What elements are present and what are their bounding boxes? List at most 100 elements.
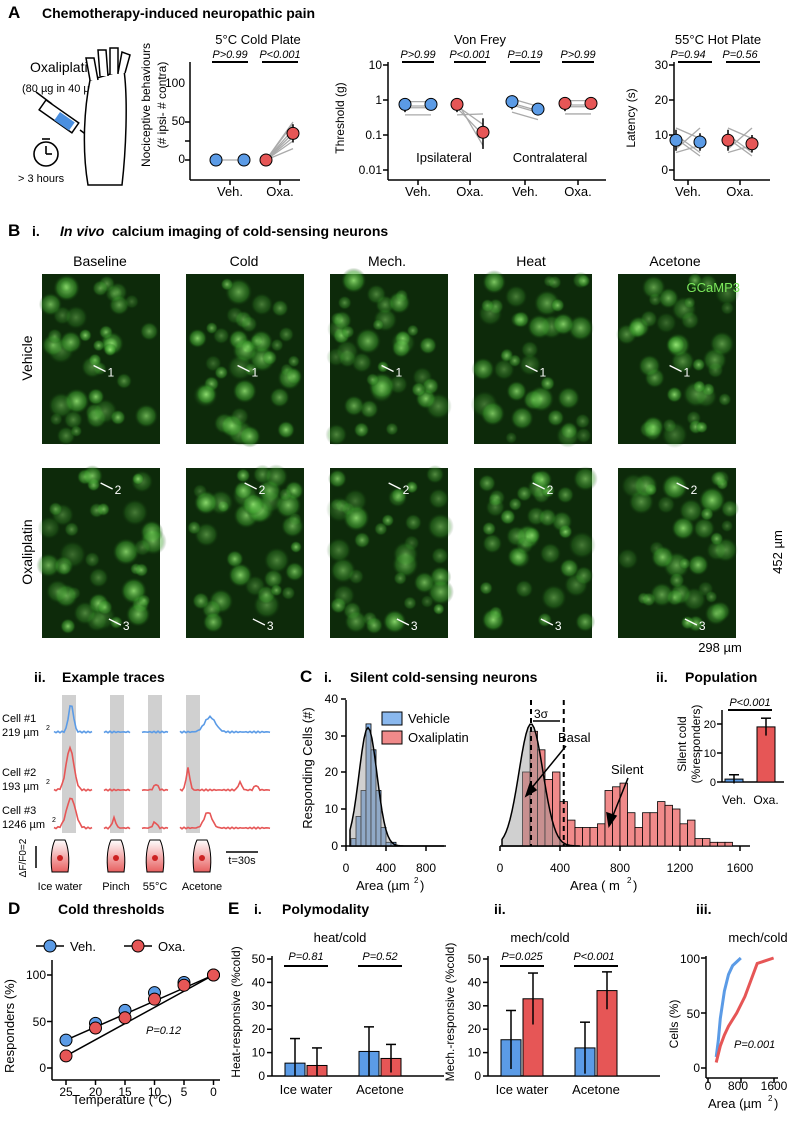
cell-number-label: 2 xyxy=(547,483,554,497)
neuron-blob xyxy=(556,486,575,504)
gaussian-fit-oxaliplatin xyxy=(501,723,581,847)
hot-plate-ytick: 20 xyxy=(655,93,669,107)
neuron-blob xyxy=(666,386,683,403)
histogram-bar-oxaliplatin xyxy=(709,841,718,847)
neuron-blob xyxy=(88,567,109,588)
neuron-blob xyxy=(683,296,696,309)
cdf-lines xyxy=(714,956,775,1063)
heat-responsive-pvalue: P=0.81 xyxy=(288,951,323,963)
cold-threshold-points xyxy=(59,968,220,1063)
neuron-blob xyxy=(104,284,124,303)
neuron-blob xyxy=(59,279,73,293)
trace-cell-1 xyxy=(179,715,271,734)
neuron-blob xyxy=(131,472,145,486)
neuron-blob xyxy=(704,601,728,626)
neuron-blob xyxy=(261,349,278,366)
neuron-blob xyxy=(557,386,581,410)
neuron-blob xyxy=(263,547,290,574)
legend-swatch-vehicle xyxy=(381,711,403,726)
mech-cold-label: mech/cold xyxy=(510,930,569,945)
neuron-blob xyxy=(403,596,417,610)
trace-cell-3 xyxy=(103,814,131,830)
histogram-bar-oxaliplatin xyxy=(574,827,583,847)
hot-plate-pvalue: P=0.94 xyxy=(670,49,705,61)
fit-line xyxy=(65,974,214,1041)
cell-arrow xyxy=(525,364,538,373)
data-point xyxy=(424,97,438,111)
von-frey-ytick: 10 xyxy=(369,58,383,72)
trace-cell-2 xyxy=(179,767,271,792)
data-point xyxy=(177,978,191,992)
mech-responsive-pvalue: P=0.025 xyxy=(501,951,543,963)
neuron-blob xyxy=(263,464,289,489)
neuron-blob xyxy=(655,312,677,334)
cdf-ytick: 50 xyxy=(687,1007,701,1021)
mech-responsive-xtick: Acetone xyxy=(572,1082,620,1097)
neuron-blob xyxy=(280,514,305,538)
cold-threshold-legend: Veh. Oxa. xyxy=(36,939,185,954)
neuron-blob xyxy=(96,599,113,616)
neuron-blob xyxy=(559,558,580,579)
drug-label: Oxaliplatin xyxy=(30,59,95,75)
trace-cell-1 xyxy=(141,730,169,734)
neuron-blob xyxy=(340,267,367,294)
neuron-blob xyxy=(45,579,70,604)
panel-bii-title: Example traces xyxy=(62,669,165,685)
neuron-blob xyxy=(390,329,416,356)
neuron-blob xyxy=(250,292,274,316)
cell-arrow xyxy=(676,482,689,490)
von-frey-ytick: 1 xyxy=(375,93,382,107)
cdf-xlabel-sup: 2 xyxy=(768,1094,773,1103)
histogram-xtick: 1600 xyxy=(727,861,754,875)
histogram-ytick: 40 xyxy=(325,692,339,706)
cell-number-label: 2 xyxy=(115,483,122,497)
cdf-ytick: 0 xyxy=(693,1061,700,1075)
neuron-blob xyxy=(510,311,527,328)
neuron-blob xyxy=(326,537,352,563)
y-tick-label: 10 xyxy=(468,1046,482,1060)
heat-responsive-bars xyxy=(284,1026,402,1077)
data-point xyxy=(286,126,300,140)
trace-cell-2 xyxy=(53,745,93,792)
cold-threshold-ytick: 50 xyxy=(33,1015,47,1029)
trace-cell-sup: 2 xyxy=(46,725,50,732)
trace-cell-2 xyxy=(103,788,131,792)
y-tick-label: 30 xyxy=(468,999,482,1013)
data-point xyxy=(531,102,545,116)
individual-line xyxy=(727,127,753,140)
neuron-blob xyxy=(233,480,254,501)
hot-plate-axes xyxy=(669,61,770,185)
trace-cell-name: Cell #3 xyxy=(2,805,36,817)
neuron-blob xyxy=(387,291,411,315)
cell-number-label: 1 xyxy=(540,366,547,380)
hot-plate-ytick: 30 xyxy=(655,58,669,72)
neuron-blob xyxy=(678,557,691,570)
neuron-blob xyxy=(353,531,371,549)
neuron-blob xyxy=(49,412,63,426)
trace-cell-3 xyxy=(53,797,93,830)
neuron-blob xyxy=(112,538,140,566)
y-tick-label: 20 xyxy=(252,1022,266,1036)
neuron-blob xyxy=(720,499,740,519)
data-point xyxy=(59,1033,73,1047)
y-tick-label: 0 xyxy=(474,1069,481,1083)
neuron-blob xyxy=(186,520,202,535)
neuron-blob xyxy=(477,301,503,326)
neuron-blob xyxy=(643,422,663,442)
histogram-bar-oxaliplatin xyxy=(717,841,726,847)
histogram-bar-oxaliplatin xyxy=(567,819,576,847)
neuron-blob xyxy=(518,353,542,377)
trace-cell-sup: 2 xyxy=(52,817,56,824)
neuron-blob xyxy=(284,561,305,582)
neuron-blob xyxy=(202,611,225,633)
data-point xyxy=(59,1049,73,1063)
scale-width-label: 298 µm xyxy=(698,640,742,655)
legend-vehicle: Vehicle xyxy=(408,711,450,726)
individual-line xyxy=(727,127,753,150)
von-frey-pvalue: P=0.19 xyxy=(507,49,542,61)
population-ytick: 0 xyxy=(710,777,716,789)
neuron-blob xyxy=(330,557,357,584)
neuron-blob xyxy=(427,513,454,540)
panel-letter-e: E xyxy=(228,899,239,918)
data-point xyxy=(237,153,251,167)
